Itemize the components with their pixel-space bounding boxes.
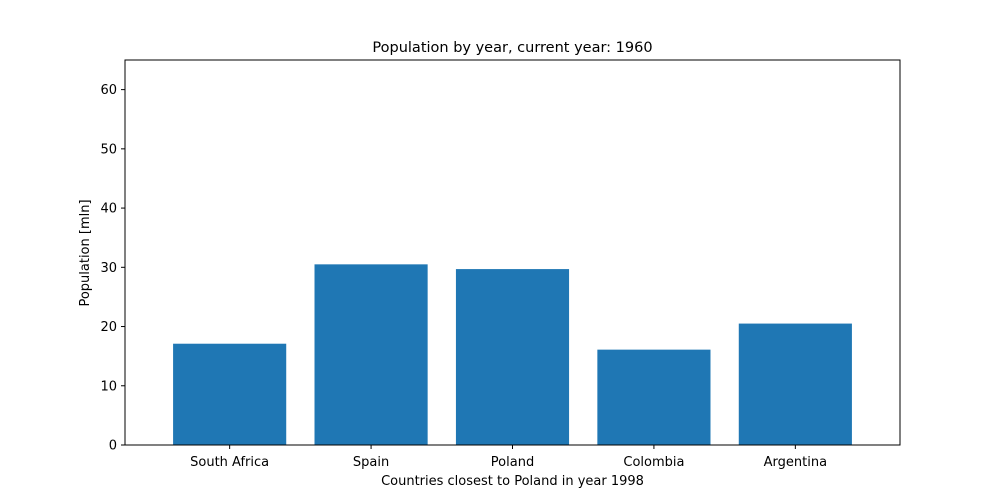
y-tick-label: 40 [100, 202, 117, 217]
x-axis-label: Countries closest to Poland in year 1998 [381, 474, 644, 489]
x-tick-label: Spain [353, 455, 389, 470]
y-tick-label: 10 [100, 379, 117, 394]
y-tick-label: 20 [100, 320, 117, 335]
plot-area: 0 10 20 30 40 50 60 South Africa Spain Poland Colo… [100, 59, 901, 470]
y-axis-label: Population [mln] [78, 199, 93, 306]
bar [314, 264, 428, 445]
bar [455, 269, 570, 445]
y-tick-label: 30 [100, 261, 117, 276]
x-tick-label: South Africa [190, 455, 269, 470]
bar [597, 349, 711, 445]
x-tick-label: Poland [491, 455, 534, 470]
y-tick-label: 0 [109, 439, 117, 454]
chart-title: Population by year, current year: 1960 [372, 40, 652, 56]
x-tick-label: Colombia [623, 455, 684, 470]
x-tick-label: Argentina [764, 455, 827, 470]
y-tick-label: 60 [100, 83, 117, 98]
bar [173, 343, 287, 445]
bar [738, 323, 852, 445]
y-tick-label: 50 [100, 142, 117, 157]
